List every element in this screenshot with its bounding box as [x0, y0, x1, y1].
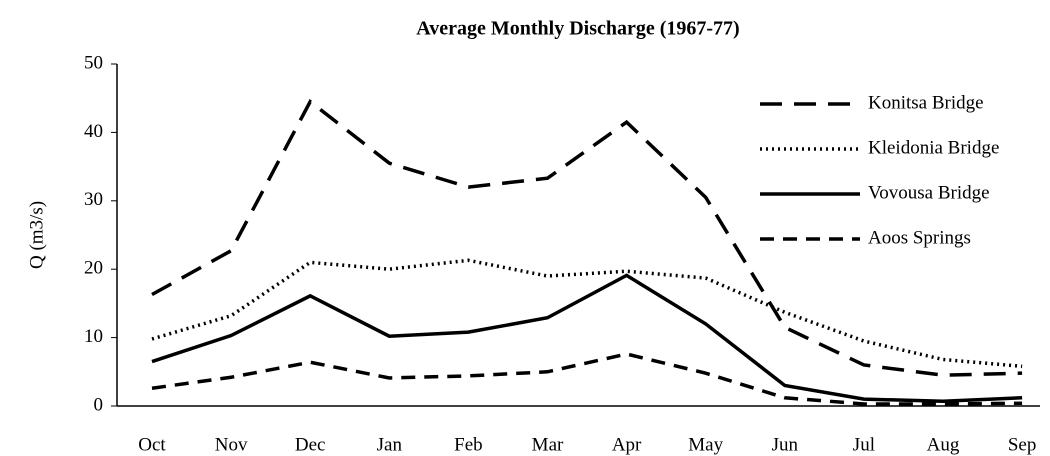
legend-label: Aoos Springs — [868, 227, 971, 248]
y-tick-label: 10 — [84, 326, 103, 347]
y-tick-label: 30 — [84, 189, 103, 210]
x-tick-label: Dec — [295, 434, 326, 455]
legend-label: Vovousa Bridge — [868, 182, 990, 203]
x-tick-label: Oct — [138, 434, 166, 455]
x-tick-label: Jul — [853, 434, 875, 455]
x-tick-label: Jun — [772, 434, 799, 455]
series-line — [151, 273, 1023, 403]
y-tick-label: 40 — [84, 121, 103, 142]
x-tick-label: Jan — [377, 434, 403, 455]
x-tick-label: May — [688, 434, 723, 455]
y-axis-label: Q (m3/s) — [26, 201, 47, 269]
x-tick-label: Mar — [532, 434, 564, 455]
x-tick-label: Sep — [1008, 434, 1037, 455]
x-tick-label: Apr — [612, 434, 642, 455]
series-line — [151, 352, 1023, 406]
x-tick-label: Feb — [454, 434, 483, 455]
x-tick-label: Nov — [215, 434, 248, 455]
chart-title: Average Monthly Discharge (1967-77) — [416, 18, 739, 40]
y-tick-label: 50 — [84, 52, 103, 73]
y-tick-label: 0 — [94, 394, 104, 415]
legend-label: Kleidonia Bridge — [868, 137, 999, 158]
legend-label: Konitsa Bridge — [868, 92, 984, 113]
x-tick-label: Aug — [927, 434, 960, 455]
series-line — [151, 258, 1023, 369]
y-tick-label: 20 — [84, 258, 103, 279]
